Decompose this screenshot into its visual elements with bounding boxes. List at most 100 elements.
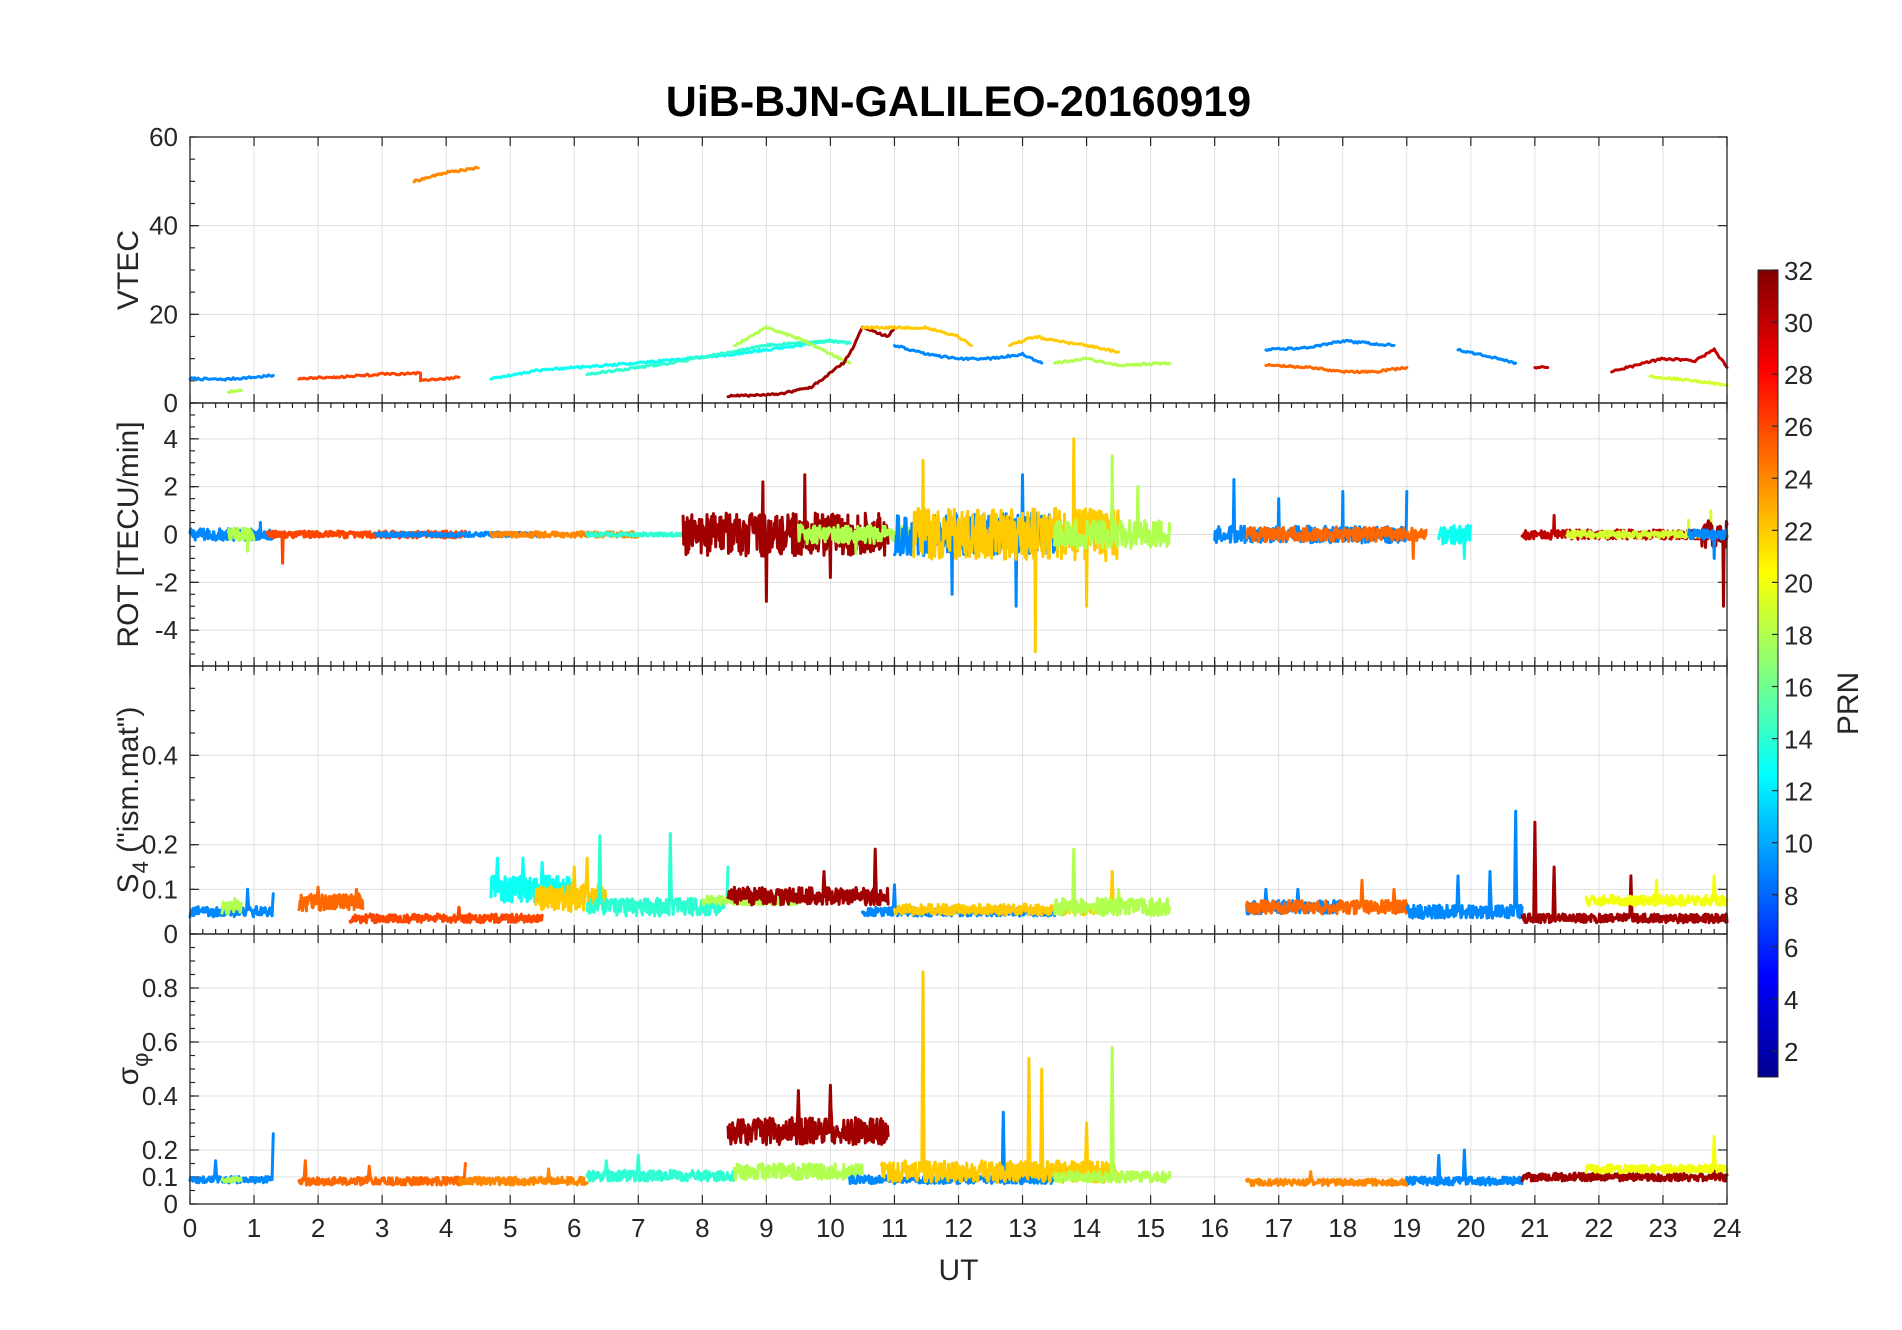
x-tick-label: 19 [1392,1213,1421,1243]
x-tick-label: 4 [439,1213,453,1243]
x-tick-label: 21 [1520,1213,1549,1243]
y-tick-label: 0.4 [142,1081,178,1111]
colorbar-tick-label: 10 [1784,829,1813,859]
trace-prn-30 [1533,365,1550,370]
trace-prn-24 [412,165,480,184]
trace-prn-18 [220,1175,243,1184]
trace-prn-9 [1405,809,1524,920]
trace-prn-22 [880,970,1121,1184]
trace-prn-13 [489,338,852,381]
x-tick-label: 0 [183,1213,197,1243]
colorbar-tick-label: 16 [1784,673,1813,703]
y-tick-label: 0 [164,520,178,550]
trace-prn-14 [585,1153,736,1183]
y-tick-label: 0.2 [142,1135,178,1165]
x-tick-label: 12 [944,1213,973,1243]
trace-prn-31 [1520,1148,1729,1183]
x-tick-label: 24 [1713,1213,1742,1243]
y-axis-label: σφ [112,1053,153,1086]
x-tick-label: 1 [247,1213,261,1243]
trace-prn-18 [226,388,243,394]
colorbar-gradient [1757,269,1779,1078]
colorbar-tick-label: 20 [1784,568,1813,598]
y-tick-label: 0 [164,919,178,949]
y-tick-label: 0.6 [142,1027,178,1057]
colorbar-tick-label: 2 [1784,1037,1798,1067]
x-tick-label: 8 [695,1213,709,1243]
panel-1: 0 20 40 60 VTEC [112,122,1729,418]
trace-prn-20 [1584,1135,1729,1175]
trace-prn-22 [534,856,608,913]
y-tick-label: -2 [155,567,178,597]
trace-prn-24 [457,1167,589,1187]
trace-prn-18 [1053,356,1172,368]
y-axis-label: VTEC [112,230,145,310]
y-tick-label: -4 [155,615,178,645]
trace-prn-9 [1687,528,1729,560]
colorbar-tick-label: 6 [1784,933,1798,963]
x-tick-label: 23 [1648,1213,1677,1243]
colorbar-tick-label: 32 [1784,256,1813,286]
trace-prn-31 [726,325,896,399]
y-axis-label: S4 ("ism.mat") [112,707,153,894]
trace-prn-18 [1053,1045,1172,1184]
y-tick-label: 0.2 [142,830,178,860]
trace-prn-25 [1245,878,1409,916]
x-tick-label: 22 [1584,1213,1613,1243]
y-tick-label: 0.8 [142,973,178,1003]
y-axis-label: ROT [TECU/min] [112,421,145,647]
trace-prn-25 [297,1159,467,1187]
y-axis-label-main: S [112,873,145,893]
trace-prn-13 [489,856,576,905]
x-tick-label: 7 [631,1213,645,1243]
x-tick-label: 9 [759,1213,773,1243]
x-axis-label: UT [939,1254,979,1287]
trace-prn-9 [1264,338,1396,352]
trace-prn-31 [726,847,890,907]
colorbar-tick-label: 24 [1784,464,1813,494]
panel-frame [189,933,1728,1205]
y-axis-label-sub: φ [128,1053,153,1067]
trace-prn-9 [188,1132,275,1185]
x-tick-label: 10 [816,1213,845,1243]
panel-4: 00.10.2 0.4 0.6 0.8 σφ [112,933,1729,1219]
trace-prn-26 [348,905,544,925]
x-tick-label: 14 [1072,1213,1101,1243]
chart-title: UiB-BJN-GALILEO-20160919 [666,78,1251,126]
y-tick-label: 0.4 [142,740,178,770]
trace-prn-18 [1053,847,1172,918]
y-axis-label-main: σ [112,1066,145,1085]
trace-prn-22 [860,325,973,347]
trace-prn-25 [1245,525,1428,560]
x-tick-label: 18 [1328,1213,1357,1243]
x-tick-label: 11 [881,1213,908,1243]
trace-prn-13 [1437,523,1473,560]
trace-prn-30 [1610,347,1729,374]
trace-prn-20 [1584,874,1729,908]
y-tick-label: 40 [149,211,178,241]
y-tick-label: 0 [164,1189,178,1219]
x-tick-label: 2 [311,1213,325,1243]
x-tick-label: 17 [1264,1213,1293,1243]
trace-prn-18 [1053,454,1172,551]
x-tick-label: 6 [567,1213,581,1243]
y-tick-label: 20 [149,299,178,329]
trace-prn-25 [297,885,365,913]
colorbar-tick-label: 18 [1784,620,1813,650]
colorbar-tick-label: 26 [1784,412,1813,442]
colorbar-tick-label: 8 [1784,881,1798,911]
trace-prn-9 [188,373,275,382]
trace-prn-24 [1245,1170,1409,1188]
trace-prn-18 [732,325,852,365]
y-tick-label: 2 [164,472,178,502]
trace-prn-9 [1405,1148,1524,1187]
trace-prn-14 [585,832,730,918]
colorbar-tick-label: 22 [1784,516,1813,546]
y-axis-label-sub: 4 [128,861,153,873]
trace-prn-19 [1648,374,1729,387]
trace-prn-18 [226,526,256,553]
